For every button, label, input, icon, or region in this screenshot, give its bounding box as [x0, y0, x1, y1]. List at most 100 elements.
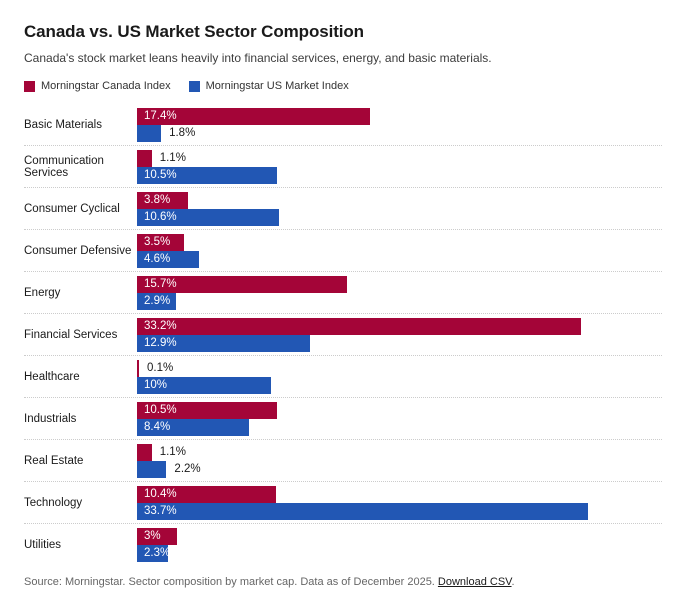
legend-item-us: Morningstar US Market Index	[188, 80, 349, 92]
sector-row: Energy 15.7% 2.9%	[24, 272, 662, 314]
bar-value-label: 10.5%	[144, 403, 177, 416]
bar-pair: 10.4% 33.7%	[137, 485, 662, 520]
legend-item-canada: Morningstar Canada Index	[24, 80, 171, 92]
bar-value-label: 10.6%	[144, 210, 177, 223]
chart-subtitle: Canada's stock market leans heavily into…	[24, 51, 492, 65]
bar-fill-us: 10%	[137, 376, 271, 394]
bar-us: 2.3%	[137, 545, 662, 562]
bar-pair: 3% 2.3%	[137, 528, 662, 562]
bar-canada: 17.4%	[137, 107, 662, 125]
bar-canada: 3.5%	[137, 233, 662, 251]
category-label: Utilities	[24, 539, 62, 551]
bar-pair: 10.5% 8.4%	[137, 401, 662, 436]
bar-fill-canada: 15.7%	[137, 275, 348, 293]
bar-fill-canada	[137, 443, 152, 461]
bar-fill-canada	[137, 359, 139, 377]
bar-fill-us: 4.6%	[137, 250, 199, 268]
bar-fill-canada: 17.4%	[137, 107, 370, 125]
category-label: Consumer Cyclical	[24, 202, 120, 215]
legend-label: Morningstar US Market Index	[205, 80, 349, 92]
bar-us: 10%	[137, 376, 662, 394]
sector-row: Consumer Cyclical 3.8% 10.6%	[24, 188, 662, 230]
bar-value-label: 3.8%	[144, 193, 171, 206]
bar-fill-us: 12.9%	[137, 334, 310, 352]
bar-value-label: 4.6%	[144, 252, 171, 265]
sector-row: Industrials 10.5% 8.4%	[24, 398, 662, 440]
bar-pair: 1.1% 10.5%	[137, 149, 662, 184]
bar-value-label: 1.8%	[169, 126, 196, 139]
bar-value-label: 3.5%	[144, 235, 171, 248]
download-csv-link[interactable]: Download CSV	[437, 576, 512, 588]
bar-fill-us: 10.6%	[137, 208, 279, 226]
bar-us: 2.2%	[137, 460, 662, 478]
category-label: Consumer Defensive	[24, 244, 132, 257]
bar-value-label: 10%	[144, 378, 168, 391]
bar-pair: 15.7% 2.9%	[137, 275, 662, 310]
legend-swatch-icon	[188, 80, 200, 92]
bar-fill-us: 33.7%	[137, 502, 588, 520]
category-label: Industrials	[24, 412, 77, 425]
bar-value-label: 2.3%	[144, 547, 171, 559]
bar-fill-us	[137, 460, 167, 478]
bar-canada: 10.4%	[137, 485, 662, 503]
category-label: Basic Materials	[24, 118, 102, 131]
bar-fill-us: 10.5%	[137, 166, 278, 184]
bar-canada: 10.5%	[137, 401, 662, 419]
sector-row: Technology 10.4% 33.7%	[24, 482, 662, 524]
bar-canada: 1.1%	[137, 149, 662, 167]
bar-canada: 33.2%	[137, 317, 662, 335]
bar-us: 4.6%	[137, 250, 662, 268]
bar-fill-us: 2.3%	[137, 545, 171, 562]
source-period: .	[511, 576, 515, 588]
category-label: Communication Services	[24, 154, 104, 179]
bar-value-label: 12.9%	[144, 336, 177, 349]
bar-value-label: 2.9%	[144, 294, 171, 307]
sector-row: Healthcare 0.1% 10%	[24, 356, 662, 398]
bar-fill-canada: 3.5%	[137, 233, 184, 251]
bar-canada: 15.7%	[137, 275, 662, 293]
bar-canada: 3.8%	[137, 191, 662, 209]
category-label: Real Estate	[24, 454, 84, 467]
category-label: Energy	[24, 286, 61, 299]
bar-fill-canada: 33.2%	[137, 317, 582, 335]
category-label: Technology	[24, 496, 83, 509]
bar-value-label: 2.2%	[174, 462, 201, 475]
chart-title: Canada vs. US Market Sector Composition	[24, 22, 364, 41]
sector-row: Real Estate 1.1% 2.2%	[24, 440, 662, 482]
bar-value-label: 33.2%	[144, 319, 177, 332]
source-text: Source: Morningstar. Sector composition …	[24, 576, 438, 588]
bar-canada: 0.1%	[137, 359, 662, 377]
bar-value-label: 8.4%	[144, 420, 171, 433]
source-note: Source: Morningstar. Sector composition …	[24, 576, 662, 588]
category-label: Financial Services	[24, 328, 118, 341]
bar-value-label: 1.1%	[159, 445, 186, 458]
bar-fill-canada: 10.4%	[137, 485, 277, 503]
bar-value-label: 3%	[144, 530, 161, 542]
bar-fill-canada	[137, 149, 152, 167]
bar-fill-canada: 10.5%	[137, 401, 278, 419]
sector-row: Financial Services 33.2% 12.9%	[24, 314, 662, 356]
bar-fill-canada: 3%	[137, 528, 178, 545]
bar-value-label: 1.1%	[159, 151, 186, 164]
bar-pair: 3.5% 4.6%	[137, 233, 662, 268]
sector-row: Basic Materials 17.4% 1.8%	[24, 104, 662, 146]
bar-pair: 1.1% 2.2%	[137, 443, 662, 478]
legend-label: Morningstar Canada Index	[41, 80, 171, 92]
bar-canada: 1.1%	[137, 443, 662, 461]
bar-fill-us	[137, 124, 162, 142]
sector-row: Utilities 3% 2.3%	[24, 524, 662, 566]
bar-pair: 33.2% 12.9%	[137, 317, 662, 352]
bar-canada: 3%	[137, 528, 662, 545]
bar-us: 33.7%	[137, 502, 662, 520]
bar-us: 8.4%	[137, 418, 662, 436]
bar-value-label: 33.7%	[144, 504, 177, 517]
legend-swatch-icon	[24, 80, 35, 92]
bar-us: 12.9%	[137, 334, 662, 352]
bar-us: 2.9%	[137, 292, 662, 310]
bar-fill-us: 8.4%	[137, 418, 250, 436]
bar-value-label: 17.4%	[144, 109, 177, 122]
category-label: Healthcare	[24, 370, 80, 383]
bar-pair: 3.8% 10.6%	[137, 191, 662, 226]
sector-row: Consumer Defensive 3.5% 4.6%	[24, 230, 662, 272]
